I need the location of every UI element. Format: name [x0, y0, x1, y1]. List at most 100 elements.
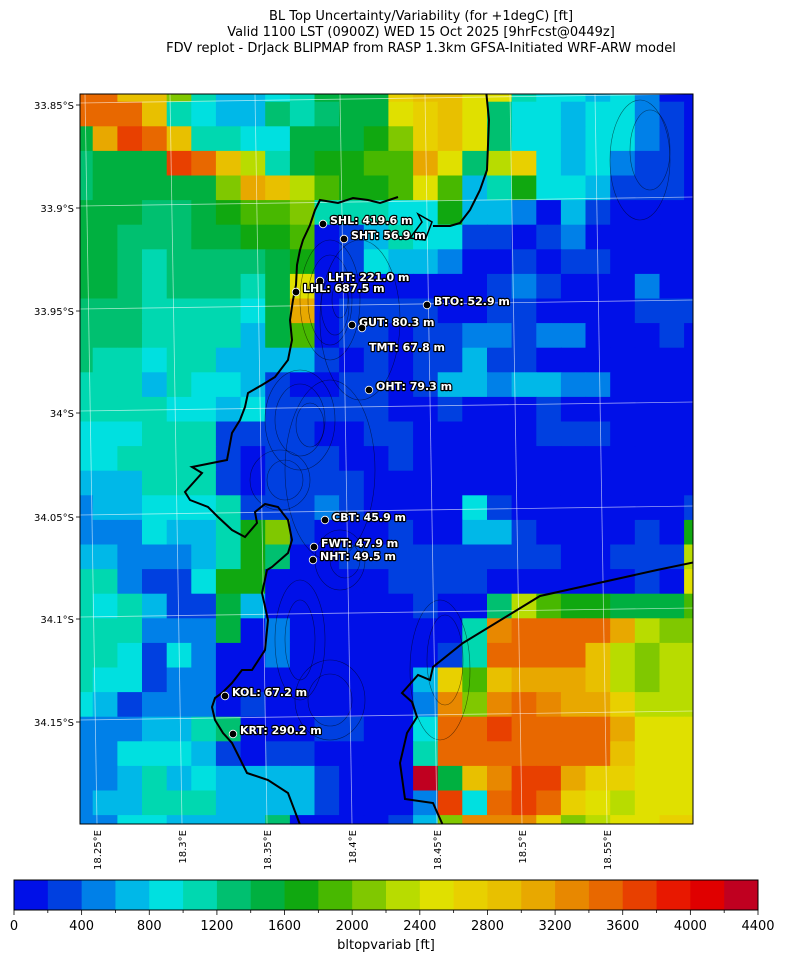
- grid-cell: [659, 298, 685, 324]
- title-line-1: BL Top Uncertainty/Variability (for +1de…: [268, 9, 574, 24]
- grid-cell: [388, 544, 414, 570]
- contour-line: [284, 599, 316, 681]
- grid-cell: [265, 519, 291, 546]
- longitude-gridline: [594, 94, 608, 824]
- station-label: LHT: 221.0 m: [328, 271, 409, 284]
- grid-cell: [560, 396, 587, 423]
- station-dot[interactable]: [315, 276, 325, 286]
- grid-cell: [191, 372, 217, 398]
- grid-cell: [511, 519, 537, 546]
- grid-cell: [536, 446, 562, 472]
- grid-cell: [92, 544, 118, 570]
- grid-cell: [659, 126, 685, 152]
- grid-cell: [166, 372, 192, 398]
- grid-cell: [92, 396, 118, 423]
- grid-cell: [487, 716, 513, 742]
- grid-cell: [265, 101, 291, 127]
- grid-cell: [659, 569, 685, 595]
- grid-cell: [462, 323, 488, 349]
- grid-cell: [80, 765, 94, 792]
- title-line-3: FDV replot - DrJack BLIPMAP from RASP 1.…: [166, 41, 676, 56]
- grid-cell: [536, 94, 562, 103]
- station-dot[interactable]: [364, 385, 374, 395]
- station-dot[interactable]: [291, 287, 301, 297]
- grid-cell: [388, 446, 414, 472]
- grid-cell: [142, 716, 168, 742]
- station-dot[interactable]: [347, 320, 357, 330]
- grid-cell: [363, 347, 390, 373]
- grid-cell: [462, 396, 488, 423]
- grid-cell: [388, 396, 414, 423]
- station-dot[interactable]: [422, 300, 432, 310]
- grid-cell: [363, 692, 390, 718]
- grid-cell: [560, 544, 587, 570]
- grid-cell: [363, 224, 390, 250]
- grid-cell: [536, 372, 562, 398]
- grid-cell: [142, 470, 168, 496]
- grid-cell: [487, 372, 513, 398]
- station-dot[interactable]: [220, 691, 230, 701]
- station-dot[interactable]: [357, 323, 367, 333]
- grid-cell: [684, 249, 693, 275]
- grid-cell: [314, 470, 340, 496]
- grid-cell: [437, 815, 463, 824]
- grid-cell: [240, 815, 266, 824]
- grid-cell: [314, 323, 340, 349]
- grid-cell: [314, 224, 340, 250]
- colorbar-tick-label: 400: [69, 919, 94, 934]
- grid-cell: [585, 396, 611, 423]
- station-dot[interactable]: [318, 219, 328, 229]
- grid-cell: [92, 667, 118, 693]
- grid-cell: [92, 470, 118, 496]
- colorbar-swatch: [149, 880, 184, 910]
- grid-cell: [437, 200, 463, 226]
- grid-cell: [634, 200, 661, 226]
- station-dot[interactable]: [320, 515, 330, 525]
- grid-cell: [659, 200, 685, 226]
- grid-cell: [462, 765, 488, 792]
- grid-cell: [462, 372, 488, 398]
- grid-cell: [634, 618, 661, 644]
- grid-cell: [388, 126, 414, 152]
- grid-cell: [166, 421, 192, 447]
- grid-cell: [462, 495, 488, 521]
- grid-cell: [634, 790, 661, 816]
- grid-cell: [117, 372, 143, 398]
- grid-cell: [437, 94, 463, 103]
- grid-cell: [659, 94, 685, 103]
- grid-cell: [117, 495, 143, 521]
- grid-cell: [314, 765, 340, 792]
- grid-cell: [659, 323, 685, 349]
- grid-cell: [166, 446, 192, 472]
- grid-cell: [610, 495, 636, 521]
- grid-cell: [511, 249, 537, 275]
- grid-cell: [487, 200, 513, 226]
- grid-cell: [585, 347, 611, 373]
- grid-cell: [339, 642, 365, 669]
- grid-cell: [610, 224, 636, 250]
- grid-cell: [142, 298, 168, 324]
- grid-cell: [80, 470, 94, 496]
- grid-cell: [487, 94, 513, 103]
- grid-cell: [191, 298, 217, 324]
- grid-cell: [215, 569, 242, 595]
- grid-cell: [314, 569, 340, 595]
- station-dot[interactable]: [228, 729, 238, 739]
- station-dot[interactable]: [339, 234, 349, 244]
- grid-cell: [437, 569, 463, 595]
- station-dot[interactable]: [308, 555, 318, 565]
- colorbar-swatch: [14, 880, 49, 910]
- grid-cell: [215, 273, 242, 300]
- grid-cell: [388, 593, 414, 619]
- colorbar-tick-label: 2400: [403, 919, 436, 934]
- grid-cell: [536, 200, 562, 226]
- colorbar-swatch: [386, 880, 421, 910]
- grid-cell: [265, 716, 291, 742]
- grid-cell: [191, 224, 217, 250]
- grid-cell: [684, 741, 693, 767]
- grid-cell: [684, 347, 693, 373]
- colorbar-swatch: [352, 880, 387, 910]
- station-dot[interactable]: [309, 542, 319, 552]
- grid-cell: [80, 495, 94, 521]
- grid-cell: [265, 593, 291, 619]
